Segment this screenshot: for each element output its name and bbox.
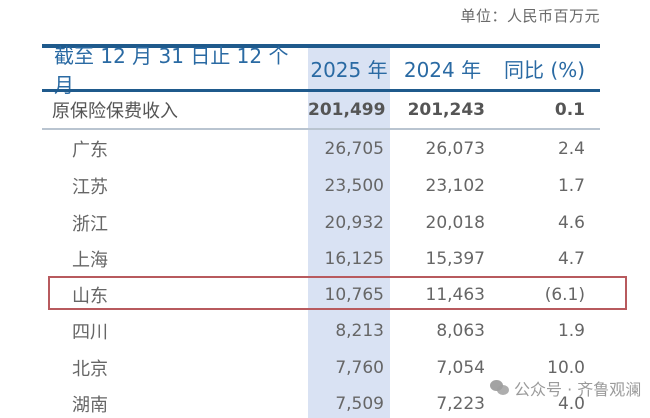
total-2025: 201,499 bbox=[308, 100, 386, 120]
province-label: 北京 bbox=[72, 358, 108, 380]
value-2025: 8,213 bbox=[335, 320, 384, 341]
table-header: 截至 12 月 31 日止 12 个月 2025 年 2024 年 同比 (%) bbox=[42, 44, 600, 97]
top-rule bbox=[42, 44, 600, 48]
value-yoy: 4.6 bbox=[557, 212, 585, 233]
province-label: 江苏 bbox=[72, 176, 108, 198]
highlight-box-shandong bbox=[48, 276, 627, 310]
value-2025: 23,500 bbox=[324, 175, 384, 196]
wechat-icon bbox=[490, 380, 510, 396]
value-2025: 26,705 bbox=[324, 138, 384, 159]
value-yoy: 2.4 bbox=[557, 138, 585, 159]
value-2024: 20,018 bbox=[425, 212, 485, 233]
province-label: 湖南 bbox=[72, 394, 108, 416]
table-row: 广东 26,705 26,073 2.4 bbox=[42, 130, 600, 167]
value-2024: 26,073 bbox=[425, 138, 485, 159]
header-yoy: 同比 (%) bbox=[504, 58, 585, 82]
value-2024: 23,102 bbox=[425, 175, 485, 196]
table-row: 上海 16,125 15,397 4.7 bbox=[42, 240, 600, 277]
table-row: 四川 8,213 8,063 1.9 bbox=[42, 312, 600, 349]
value-2024: 11,463 bbox=[425, 284, 485, 305]
value-2024: 8,063 bbox=[436, 320, 485, 341]
table-row: 北京 7,760 7,054 10.0 bbox=[42, 349, 600, 386]
table-row: 湖南 7,509 7,223 4.0 bbox=[42, 385, 600, 418]
header-2025: 2025 年 bbox=[310, 58, 388, 82]
value-yoy: 1.7 bbox=[557, 175, 585, 196]
unit-label: 单位：人民币百万元 bbox=[460, 7, 600, 25]
value-yoy: 4.0 bbox=[557, 393, 585, 414]
value-2024: 7,223 bbox=[436, 393, 485, 414]
province-label: 山东 bbox=[72, 285, 108, 307]
table-row-highlighted: 山东 10,765 11,463 (6.1) bbox=[42, 276, 600, 313]
province-label: 广东 bbox=[72, 139, 108, 161]
value-2025: 7,760 bbox=[335, 357, 384, 378]
table-row: 浙江 20,932 20,018 4.6 bbox=[42, 204, 600, 241]
total-yoy: 0.1 bbox=[554, 100, 585, 120]
watermark: 公众号 · 齐鲁观澜 bbox=[490, 376, 641, 400]
total-rule bbox=[42, 128, 600, 130]
total-label: 原保险保费收入 bbox=[52, 101, 178, 122]
province-label: 上海 bbox=[72, 249, 108, 271]
total-row: 原保险保费收入 201,499 201,243 0.1 bbox=[42, 92, 600, 128]
watermark-text: 公众号 · 齐鲁观澜 bbox=[514, 380, 642, 399]
value-yoy: 10.0 bbox=[547, 357, 585, 378]
header-rule bbox=[42, 89, 600, 92]
value-yoy: (6.1) bbox=[544, 284, 585, 305]
value-yoy: 4.7 bbox=[557, 248, 585, 269]
value-2025: 7,509 bbox=[335, 393, 384, 414]
value-2025: 10,765 bbox=[324, 284, 384, 305]
header-period: 截至 12 月 31 日止 12 个月 bbox=[54, 43, 289, 97]
value-2024: 7,054 bbox=[436, 357, 485, 378]
highlight-column-2025 bbox=[308, 44, 390, 418]
value-2025: 20,932 bbox=[324, 212, 384, 233]
value-2024: 15,397 bbox=[425, 248, 485, 269]
table-row: 江苏 23,500 23,102 1.7 bbox=[42, 167, 600, 204]
total-2024: 201,243 bbox=[407, 100, 485, 120]
value-yoy: 1.9 bbox=[557, 320, 585, 341]
value-2025: 16,125 bbox=[324, 248, 384, 269]
province-label: 四川 bbox=[72, 321, 108, 343]
province-label: 浙江 bbox=[72, 213, 108, 235]
header-2024: 2024 年 bbox=[403, 58, 482, 82]
